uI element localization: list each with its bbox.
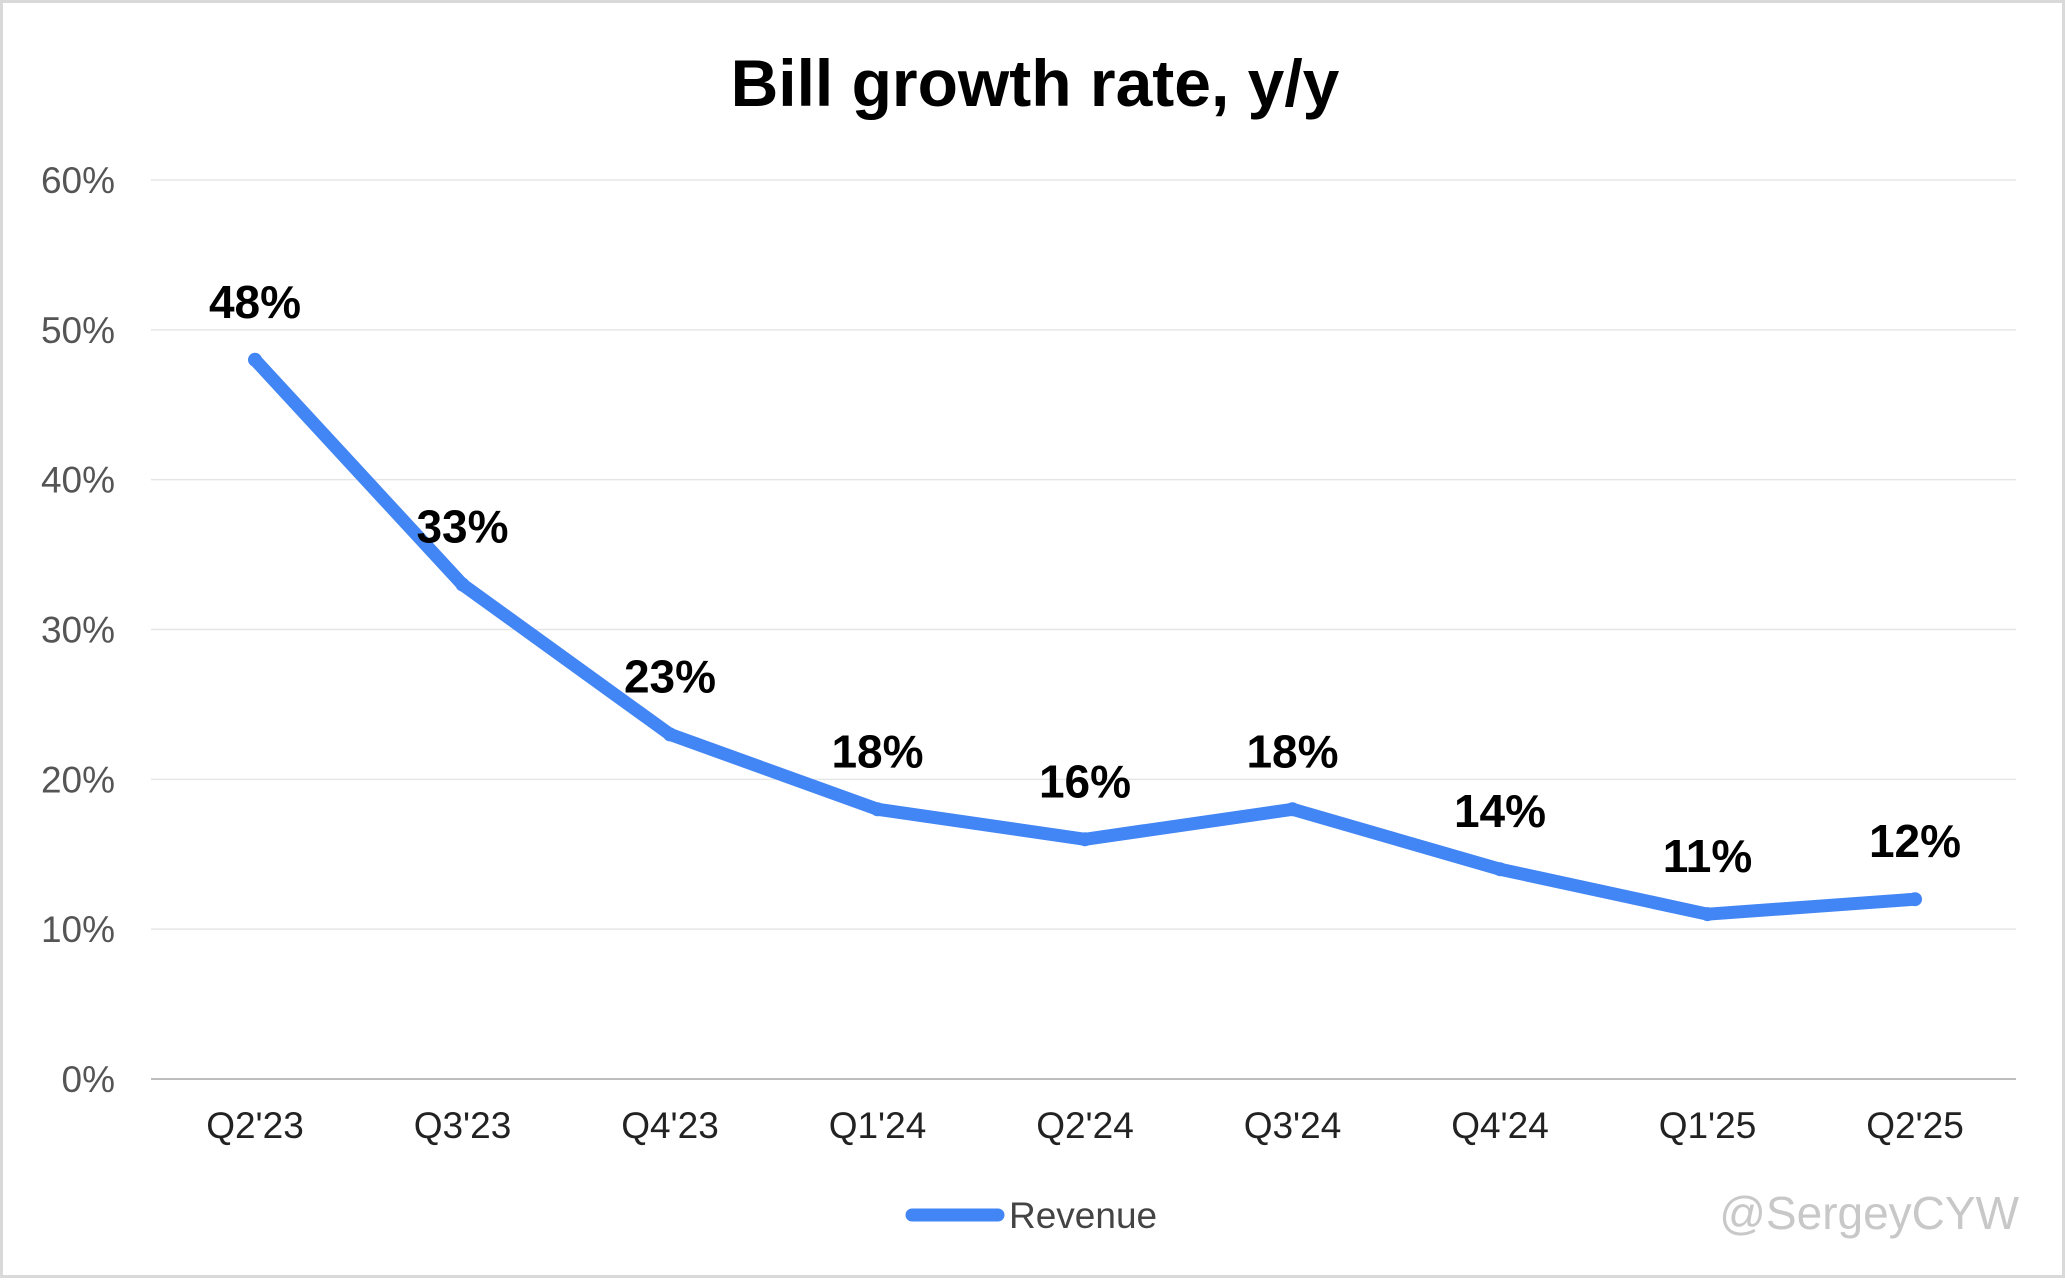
x-tick-label: Q1'24 <box>829 1105 927 1146</box>
data-point[interactable] <box>455 577 470 592</box>
data-point[interactable] <box>1908 892 1922 907</box>
y-tick-label: 40% <box>41 460 115 501</box>
data-label: 18% <box>1246 725 1338 777</box>
y-axis-ticks: 0% 10% 20% 30% 40% 50% 60% <box>41 160 115 1100</box>
data-point[interactable] <box>248 352 262 367</box>
series <box>248 352 1922 922</box>
data-label: 33% <box>416 501 508 553</box>
data-point[interactable] <box>1285 802 1300 817</box>
data-label: 48% <box>209 276 301 328</box>
data-point[interactable] <box>870 802 885 817</box>
y-tick-label: 20% <box>41 759 115 800</box>
data-point[interactable] <box>1078 832 1092 847</box>
y-tick-label: 60% <box>41 160 115 201</box>
x-tick-label: Q2'25 <box>1866 1105 1964 1146</box>
x-tick-label: Q3'23 <box>414 1105 512 1146</box>
y-tick-label: 0% <box>62 1059 115 1100</box>
watermark-text: @SergeyCYW <box>1719 1187 2019 1239</box>
x-tick-label: Q4'23 <box>621 1105 719 1146</box>
x-tick-label: Q4'24 <box>1451 1105 1549 1146</box>
data-point[interactable] <box>1700 907 1715 922</box>
data-point[interactable] <box>663 727 677 742</box>
data-label: 12% <box>1869 815 1961 867</box>
data-label: 16% <box>1039 755 1131 807</box>
x-tick-label: Q2'23 <box>206 1105 304 1146</box>
y-tick-label: 50% <box>41 310 115 351</box>
data-point[interactable] <box>1493 862 1507 877</box>
data-label: 14% <box>1454 785 1546 837</box>
y-tick-label: 10% <box>41 909 115 950</box>
gridlines <box>151 179 2016 1080</box>
data-label: 18% <box>831 725 923 777</box>
data-labels: 48% 33% 23% 18% 16% 18% 14% 11% 12% <box>209 276 1961 882</box>
legend-label-revenue: Revenue <box>1009 1195 1157 1236</box>
x-tick-label: Q2'24 <box>1036 1105 1134 1146</box>
line-chart: Bill growth rate, y/y 0% 10% 20% 30% 40% 50% 6… <box>41 46 2020 1239</box>
chart-title: Bill growth rate, y/y <box>731 46 1340 120</box>
y-tick-label: 30% <box>41 610 115 651</box>
x-tick-label: Q3'24 <box>1244 1105 1342 1146</box>
x-tick-label: Q1'25 <box>1659 1105 1757 1146</box>
data-label: 23% <box>624 650 716 702</box>
legend[interactable]: Revenue <box>905 1195 1157 1236</box>
x-axis-ticks: Q2'23 Q3'23 Q4'23 Q1'24 Q2'24 Q3'24 Q4'24 Q1'25… <box>206 1105 1964 1146</box>
data-label: 11% <box>1663 830 1753 882</box>
